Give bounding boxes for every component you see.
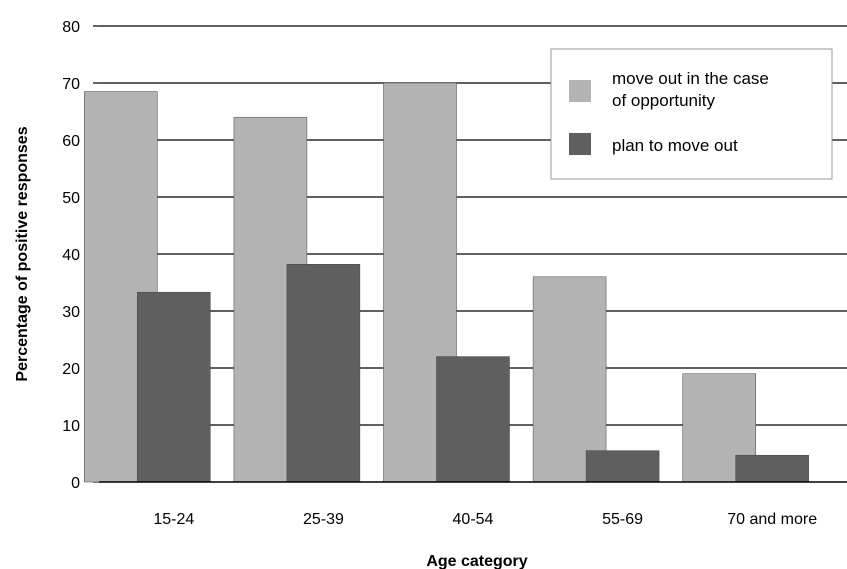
y-tick-label: 70: [62, 76, 80, 93]
bar-move-out-opportunity: [532, 276, 607, 483]
y-tick-label: 60: [62, 133, 80, 150]
x-tick-label: 55-69: [602, 511, 643, 528]
x-tick-label: 15-24: [153, 511, 194, 528]
y-axis-ticks: 0 10 20 30 40 50 60 70 80: [62, 19, 80, 492]
y-axis-title: Percentage of positive responses: [14, 126, 31, 381]
bar-plan-to-move-out: [286, 264, 361, 483]
x-tick-label: 40-54: [453, 511, 494, 528]
legend-box: [550, 48, 833, 180]
legend-label-move-out-opportunity: move out in the case of opportunity: [612, 69, 774, 110]
x-axis-ticks: 15-24 25-39 40-54 55-69 70 and more: [153, 511, 817, 528]
x-tick-label: 70 and more: [727, 511, 817, 528]
legend-label-plan-to-move-out: plan to move out: [612, 136, 738, 155]
y-tick-label: 0: [71, 475, 80, 492]
legend-label-line-1: move out in the case: [612, 69, 769, 88]
y-tick-label: 10: [62, 418, 80, 435]
legend-swatch-move-out-opportunity: [569, 80, 591, 102]
y-tick-label: 20: [62, 361, 80, 378]
legend: move out in the case of opportunity plan…: [550, 48, 833, 180]
x-tick-label: 25-39: [303, 511, 344, 528]
y-tick-label: 30: [62, 304, 80, 321]
x-axis-title: Age category: [426, 553, 527, 569]
y-tick-label: 80: [62, 19, 80, 36]
bar-plan-to-move-out: [137, 291, 211, 483]
bar-plan-to-move-out: [735, 454, 809, 483]
y-tick-label: 40: [62, 247, 80, 264]
y-tick-label: 50: [62, 190, 80, 207]
bars: [84, 82, 809, 483]
bar-plan-to-move-out: [585, 450, 660, 483]
legend-swatch-plan-to-move-out: [569, 133, 591, 155]
gridlines: [93, 25, 847, 483]
bar-plan-to-move-out: [436, 356, 510, 483]
legend-label-line-2: of opportunity: [612, 91, 716, 110]
